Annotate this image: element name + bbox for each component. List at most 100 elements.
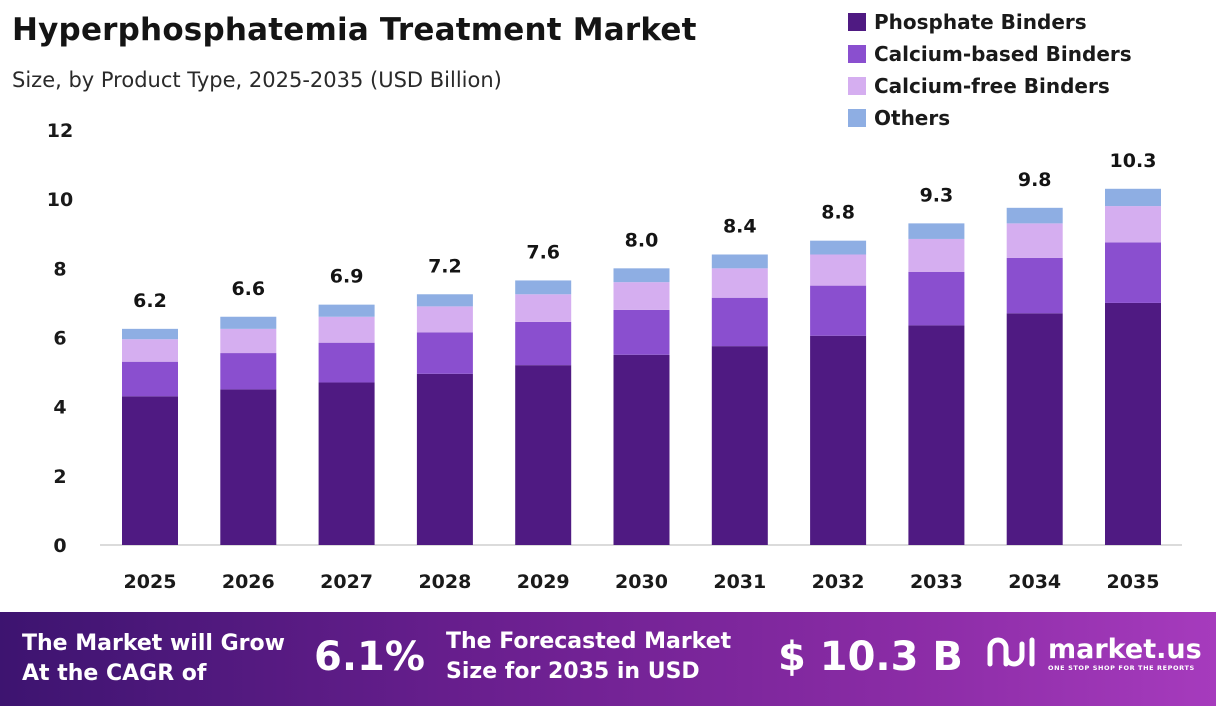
bar-total-label: 7.6: [526, 241, 560, 263]
forecast-value: $ 10.3 B: [778, 634, 963, 680]
bar-segment-phosphate-binders: [1105, 302, 1161, 545]
x-tick-label: 2029: [517, 571, 570, 593]
bar-segment-calcium-free-binders: [416, 306, 473, 333]
bar-segment-calcium-free-binders: [515, 294, 572, 322]
x-tick-label: 2030: [615, 571, 668, 593]
bar-total-label: 9.3: [920, 184, 954, 206]
bar-total-label: 9.8: [1018, 169, 1052, 191]
cagr-label: The Market will Grow At the CAGR of: [22, 629, 285, 689]
legend-label: Calcium-based Binders: [874, 42, 1132, 66]
brand-name: market.us: [1048, 634, 1202, 665]
y-tick-label: 8: [53, 258, 66, 280]
legend-swatch: [848, 77, 866, 95]
y-tick-label: 2: [53, 466, 66, 488]
bar-segment-calcium-free-binders: [318, 316, 375, 343]
bar-segment-others: [1105, 188, 1161, 207]
x-tick-label: 2025: [124, 571, 177, 593]
x-tick-label: 2026: [222, 571, 275, 593]
x-tick-label: 2027: [320, 571, 373, 593]
chart-subtitle: Size, by Product Type, 2025-2035 (USD Bi…: [12, 68, 502, 92]
bar-segment-calcium-based-binders: [1105, 242, 1161, 303]
bar-segment-others: [1006, 207, 1063, 224]
legend-label: Calcium-free Binders: [874, 74, 1110, 98]
bar-segment-calcium-based-binders: [1006, 257, 1063, 314]
chart-title: Hyperphosphatemia Treatment Market: [12, 12, 697, 48]
bar-segment-phosphate-binders: [220, 389, 277, 545]
bar-segment-calcium-based-binders: [220, 353, 277, 390]
legend-item-calcium-based-binders: Calcium-based Binders: [848, 38, 1132, 70]
bar-segment-others: [416, 294, 473, 307]
bar-segment-calcium-free-binders: [711, 268, 768, 298]
bar-segment-phosphate-binders: [613, 354, 670, 545]
bar-segment-phosphate-binders: [416, 373, 473, 545]
bar-total-label: 8.0: [625, 229, 659, 251]
legend-item-others: Others: [848, 102, 1132, 134]
y-tick-label: 10: [47, 189, 73, 211]
bar-segment-calcium-based-binders: [810, 285, 867, 336]
bar-segment-phosphate-binders: [122, 396, 178, 545]
y-tick-label: 12: [47, 120, 73, 142]
bar-segment-others: [318, 304, 375, 317]
bar-chart: 0 2 4 6 8 10 12 6.2 2025 6.6 2026 6.9 2027 7.2 2028 7.6…: [47, 120, 1182, 593]
bar-segment-calcium-free-binders: [122, 339, 178, 362]
x-tick-label: 2035: [1107, 571, 1160, 593]
footer-banner: The Market will Grow At the CAGR of 6.1%…: [0, 612, 1216, 706]
x-tick-label: 2028: [418, 571, 471, 593]
forecast-label: The Forecasted Market Size for 2035 in U…: [446, 627, 731, 687]
bar-segment-calcium-based-binders: [613, 309, 670, 355]
bar-total-label: 7.2: [428, 255, 462, 277]
bar-segment-calcium-based-binders: [416, 332, 473, 374]
y-tick-label: 4: [53, 397, 66, 419]
bar-segment-calcium-based-binders: [318, 342, 375, 383]
legend-swatch: [848, 45, 866, 63]
bar-segment-phosphate-binders: [908, 325, 965, 545]
bar-total-label: 8.8: [821, 202, 855, 224]
bar-segment-calcium-free-binders: [613, 282, 670, 310]
bar-segment-phosphate-binders: [711, 346, 768, 545]
bar-segment-calcium-free-binders: [220, 328, 277, 354]
brand-text: market.us ONE STOP SHOP FOR THE REPORTS: [1048, 634, 1202, 673]
bar-segment-calcium-based-binders: [122, 361, 178, 397]
forecast-label-line2: Size for 2035 in USD: [446, 659, 700, 684]
bar-total-label: 10.3: [1110, 150, 1157, 172]
bar-segment-phosphate-binders: [1006, 313, 1063, 545]
bar-segment-others: [711, 254, 768, 269]
bar-segment-phosphate-binders: [515, 365, 572, 545]
x-tick-label: 2032: [812, 571, 865, 593]
bar-segment-others: [515, 280, 572, 295]
legend-swatch: [848, 13, 866, 31]
bar-segment-calcium-based-binders: [908, 271, 965, 326]
bar-segment-calcium-based-binders: [515, 321, 572, 366]
bar-segment-others: [220, 316, 277, 329]
legend: Phosphate Binders Calcium-based Binders …: [848, 6, 1132, 134]
bar-segment-others: [810, 240, 867, 255]
cagr-value: 6.1%: [314, 634, 425, 680]
brand-logo: market.us ONE STOP SHOP FOR THE REPORTS: [986, 634, 1202, 674]
bar-total-label: 8.4: [723, 216, 757, 238]
bar-total-label: 6.9: [330, 266, 364, 288]
brand-tagline: ONE STOP SHOP FOR THE REPORTS: [1048, 664, 1195, 672]
legend-label: Phosphate Binders: [874, 10, 1087, 34]
bar-segment-calcium-based-binders: [711, 297, 768, 347]
cagr-label-line1: The Market will Grow: [22, 631, 285, 656]
x-tick-label: 2033: [910, 571, 963, 593]
bar-segment-calcium-free-binders: [810, 254, 867, 286]
bar-segment-calcium-free-binders: [1006, 223, 1063, 258]
legend-swatch: [848, 109, 866, 127]
bar-total-label: 6.2: [133, 290, 167, 312]
legend-label: Others: [874, 106, 951, 130]
bar-total-label: 6.6: [231, 278, 265, 300]
y-tick-label: 0: [53, 535, 66, 557]
bar-segment-calcium-free-binders: [908, 238, 965, 272]
x-tick-label: 2031: [713, 571, 766, 593]
bar-segment-others: [908, 223, 965, 239]
market-us-logo-icon: [987, 637, 1035, 667]
bar-segment-others: [613, 268, 670, 283]
bar-segment-calcium-free-binders: [1105, 206, 1161, 243]
y-tick-label: 6: [53, 328, 66, 350]
x-tick-label: 2034: [1008, 571, 1061, 593]
cagr-label-line2: At the CAGR of: [22, 661, 207, 686]
bar-segment-phosphate-binders: [318, 382, 375, 545]
forecast-label-line1: The Forecasted Market: [446, 629, 732, 654]
bar-segment-others: [122, 328, 178, 340]
